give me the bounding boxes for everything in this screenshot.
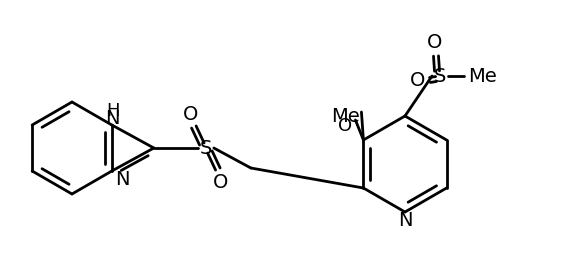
Text: O: O xyxy=(411,72,426,90)
Text: H: H xyxy=(106,102,120,120)
Text: N: N xyxy=(106,109,120,129)
Text: N: N xyxy=(115,169,129,189)
Text: Me: Me xyxy=(331,107,360,126)
Text: N: N xyxy=(398,211,412,231)
Text: S: S xyxy=(200,139,212,158)
Text: O: O xyxy=(183,104,199,123)
Text: S: S xyxy=(434,66,446,86)
Text: O: O xyxy=(213,172,228,192)
Text: Me: Me xyxy=(468,66,496,86)
Text: O: O xyxy=(338,117,353,135)
Text: O: O xyxy=(427,33,443,51)
